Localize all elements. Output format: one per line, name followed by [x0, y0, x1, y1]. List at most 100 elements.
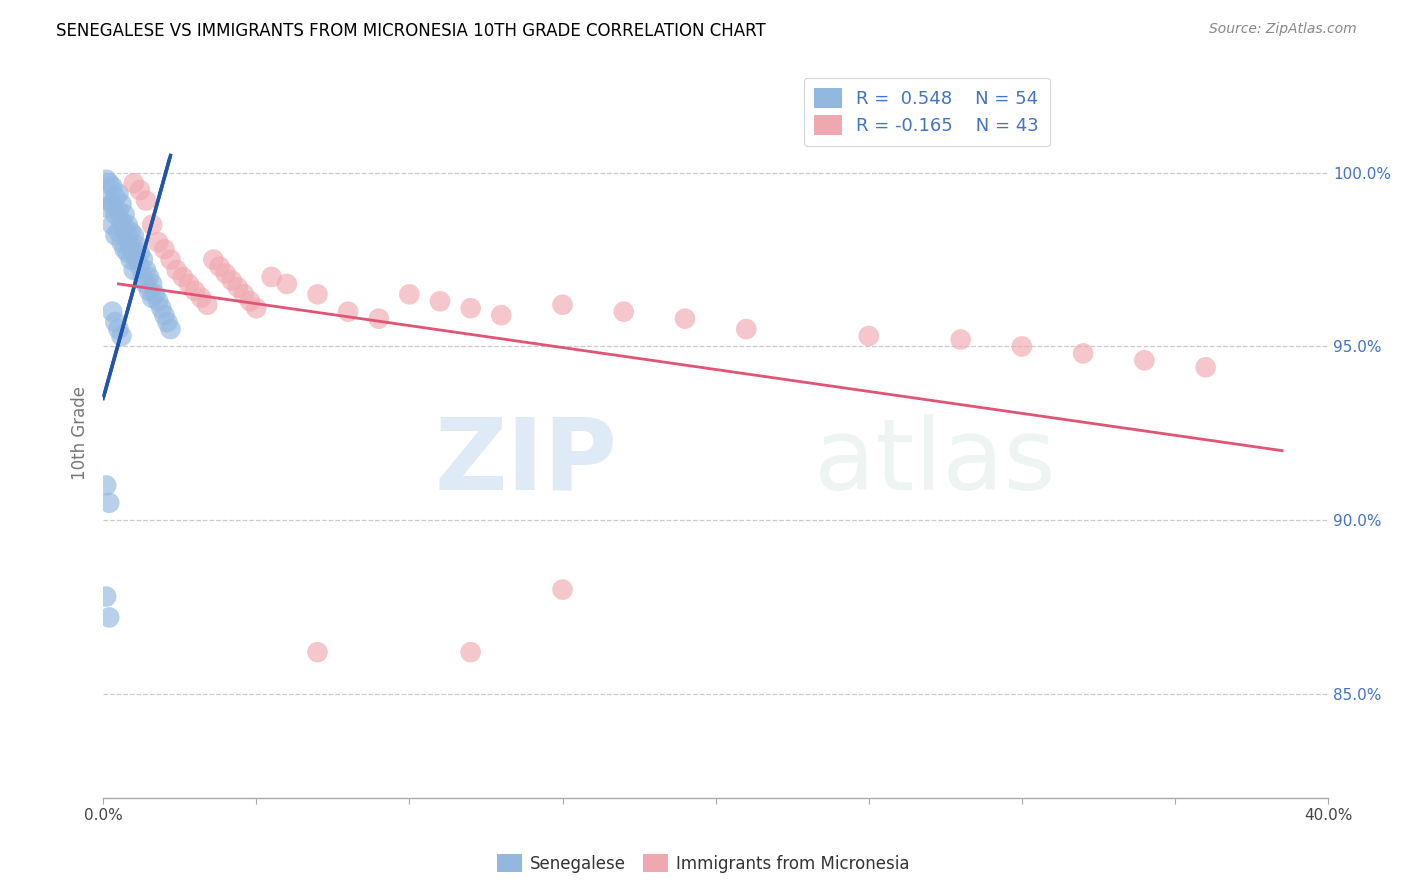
Point [122, 263, 145, 277]
Point [141, 218, 163, 232]
Point [128, 183, 150, 197]
Point [239, 294, 262, 309]
Point [202, 252, 225, 267]
Point [156, 315, 179, 329]
Point [260, 269, 283, 284]
Point [398, 287, 420, 301]
Point [98, 610, 121, 624]
Point [172, 269, 194, 284]
Point [148, 294, 170, 309]
Point [166, 263, 188, 277]
Point [101, 218, 124, 232]
Point [107, 225, 129, 239]
Point [226, 280, 249, 294]
Point [138, 269, 160, 284]
Point [104, 190, 127, 204]
Point [190, 291, 212, 305]
Point [110, 329, 132, 343]
Point [1194, 360, 1216, 375]
Point [949, 333, 972, 347]
Point [132, 269, 155, 284]
Point [307, 645, 329, 659]
Point [491, 308, 513, 322]
Point [177, 277, 200, 291]
Point [551, 582, 574, 597]
Point [367, 311, 389, 326]
Point [104, 207, 127, 221]
Point [101, 197, 124, 211]
Point [138, 284, 160, 298]
Point [141, 291, 163, 305]
Point [96, 201, 118, 215]
Point [125, 252, 148, 267]
Point [96, 478, 118, 492]
Point [551, 298, 574, 312]
Point [208, 260, 231, 274]
Point [141, 277, 163, 291]
Point [107, 186, 129, 201]
Y-axis label: 10th Grade: 10th Grade [72, 386, 89, 480]
Legend: R =  0.548    N = 54, R = -0.165    N = 43: R = 0.548 N = 54, R = -0.165 N = 43 [804, 78, 1050, 146]
Text: ZIP: ZIP [434, 414, 617, 511]
Point [122, 176, 145, 190]
Point [858, 329, 880, 343]
Point [159, 252, 181, 267]
Point [120, 238, 142, 252]
Point [135, 263, 157, 277]
Point [114, 242, 136, 256]
Point [110, 197, 132, 211]
Point [104, 228, 127, 243]
Point [307, 287, 329, 301]
Text: atlas: atlas [814, 414, 1056, 511]
Point [735, 322, 758, 336]
Point [98, 194, 121, 208]
Point [135, 194, 157, 208]
Point [101, 179, 124, 194]
Point [117, 218, 139, 232]
Point [110, 214, 132, 228]
Point [98, 496, 121, 510]
Point [153, 308, 176, 322]
Point [110, 235, 132, 250]
Point [214, 267, 236, 281]
Point [460, 301, 482, 316]
Point [125, 238, 148, 252]
Point [233, 287, 256, 301]
Point [128, 245, 150, 260]
Point [159, 322, 181, 336]
Point [195, 298, 218, 312]
Text: SENEGALESE VS IMMIGRANTS FROM MICRONESIA 10TH GRADE CORRELATION CHART: SENEGALESE VS IMMIGRANTS FROM MICRONESIA… [56, 22, 766, 40]
Point [150, 301, 173, 316]
Point [153, 242, 176, 256]
Point [117, 228, 139, 243]
Point [104, 315, 127, 329]
Point [120, 225, 142, 239]
Point [96, 172, 118, 186]
Point [120, 252, 142, 267]
Point [132, 252, 155, 267]
Point [98, 176, 121, 190]
Text: Source: ZipAtlas.com: Source: ZipAtlas.com [1209, 22, 1357, 37]
Point [117, 245, 139, 260]
Point [245, 301, 267, 316]
Point [143, 287, 166, 301]
Legend: Senegalese, Immigrants from Micronesia: Senegalese, Immigrants from Micronesia [489, 847, 917, 880]
Point [148, 235, 170, 250]
Point [122, 245, 145, 260]
Point [114, 221, 136, 235]
Point [107, 203, 129, 218]
Point [1133, 353, 1156, 368]
Point [1011, 339, 1033, 353]
Point [613, 304, 636, 318]
Point [96, 590, 118, 604]
Point [114, 207, 136, 221]
Point [429, 294, 451, 309]
Point [276, 277, 298, 291]
Point [460, 645, 482, 659]
Point [107, 322, 129, 336]
Point [673, 311, 696, 326]
Point [337, 304, 360, 318]
Point [128, 260, 150, 274]
Point [101, 304, 124, 318]
Point [221, 273, 243, 287]
